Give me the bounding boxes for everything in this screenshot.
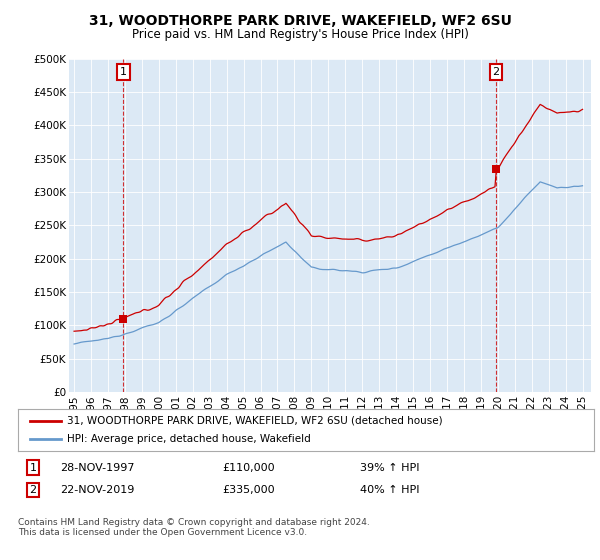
Text: Contains HM Land Registry data © Crown copyright and database right 2024.
This d: Contains HM Land Registry data © Crown c… [18,518,370,538]
Text: 1: 1 [120,67,127,77]
Text: HPI: Average price, detached house, Wakefield: HPI: Average price, detached house, Wake… [67,434,311,444]
Text: 31, WOODTHORPE PARK DRIVE, WAKEFIELD, WF2 6SU: 31, WOODTHORPE PARK DRIVE, WAKEFIELD, WF… [89,14,511,28]
Text: 28-NOV-1997: 28-NOV-1997 [60,463,134,473]
Text: £110,000: £110,000 [222,463,275,473]
Text: 2: 2 [493,67,499,77]
Text: 39% ↑ HPI: 39% ↑ HPI [360,463,419,473]
Text: Price paid vs. HM Land Registry's House Price Index (HPI): Price paid vs. HM Land Registry's House … [131,28,469,41]
Text: 1: 1 [29,463,37,473]
Text: 2: 2 [29,485,37,495]
Text: 40% ↑ HPI: 40% ↑ HPI [360,485,419,495]
Text: 22-NOV-2019: 22-NOV-2019 [60,485,134,495]
Text: £335,000: £335,000 [222,485,275,495]
Text: 31, WOODTHORPE PARK DRIVE, WAKEFIELD, WF2 6SU (detached house): 31, WOODTHORPE PARK DRIVE, WAKEFIELD, WF… [67,416,443,426]
